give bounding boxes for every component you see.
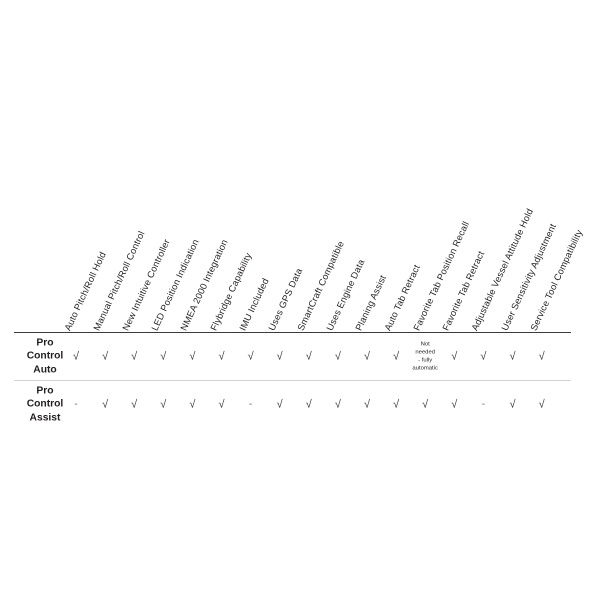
cell-check: √ [538,398,545,410]
cell-check: √ [451,398,458,410]
cell-check: √ [160,350,167,362]
column-header-user-sensitivity-adjustment: User Sensitivity Adjustment [499,221,558,332]
cell-note: Not needed - fully automatic [412,341,438,372]
column-header-imu-included: IMU Included [237,276,271,332]
cell-check: √ [305,398,312,410]
cell-check: √ [363,350,371,362]
cell-check: √ [131,398,138,410]
table-row-pro-control-assist: Pro Control Assist - √ √ √ √ √ - √ √ √ √ √ √ √ - √ √ [14,381,571,428]
column-header-service-tool-compatibility: Service Tool Compatibility [528,227,584,332]
table-row-pro-control-auto: Pro Control Auto √ √ √ √ √ √ √ √ √ √ √ √ Not needed - fu… [14,333,571,380]
table-top-rule [14,332,571,333]
cell-check: √ [305,350,312,362]
cell-check: √ [102,350,109,362]
cell-check: √ [189,398,196,410]
cell-check: √ [393,350,400,362]
cell-check: √ [131,350,138,362]
cell-check: √ [247,350,254,362]
column-header-manual-pitch-roll-control: Manual Pitch/Roll Control [91,229,147,332]
cell-check: √ [334,350,341,362]
table-row-separator [14,380,571,381]
cell-not-available: - [481,398,486,410]
row-label-pro-control-auto: Pro Control Auto [26,337,64,376]
column-header-planing-assist: Planing Assist [353,273,389,332]
column-header-favorite-tab-position-recall: Favorite Tab Position Recall [411,219,472,332]
cell-check: √ [451,350,458,362]
cell-check: √ [102,398,109,410]
cell-check: √ [72,350,80,362]
table-header-row: Auto Pitch/Roll Hold Manual Pitch/Roll Co… [14,186,584,332]
cell-check: √ [422,398,429,410]
cell-check: √ [218,398,225,410]
cell-check: √ [538,350,545,362]
cell-check: √ [509,398,516,410]
cell-check: √ [189,350,196,362]
cell-check: √ [276,350,283,362]
cell-check: √ [276,398,283,410]
row-label-pro-control-assist: Pro Control Assist [26,385,64,424]
cell-check: √ [509,350,516,362]
cell-not-available: - [248,398,253,410]
cell-check: √ [393,398,400,410]
cell-check: √ [363,398,371,410]
cell-not-available: - [74,398,78,410]
cell-check: √ [334,398,341,410]
cell-check: √ [160,398,167,410]
cell-check: √ [480,350,487,362]
cell-check: √ [218,350,225,362]
feature-comparison-table: Auto Pitch/Roll Hold Manual Pitch/Roll Co… [14,186,584,428]
